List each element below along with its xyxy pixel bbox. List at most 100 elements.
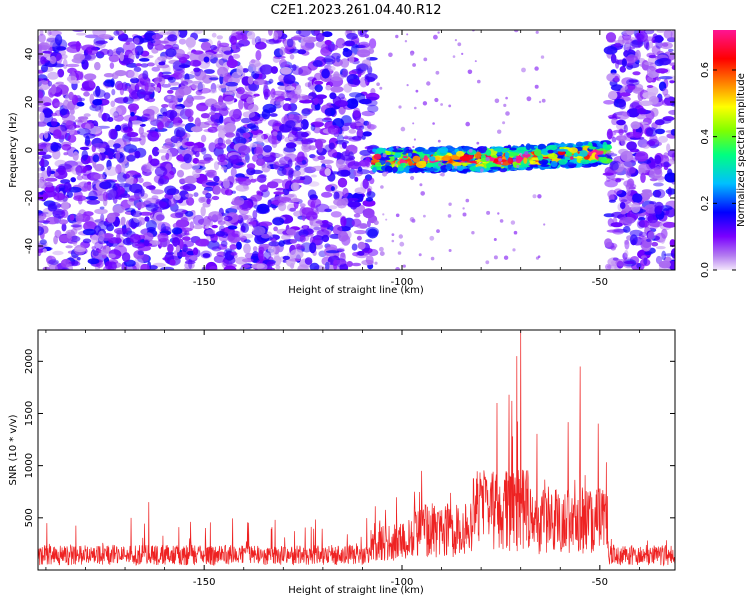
spectrogram-cell bbox=[489, 166, 502, 170]
spectrogram-cell bbox=[358, 159, 370, 167]
spectrogram-cell bbox=[276, 160, 287, 167]
spectrogram-cell bbox=[112, 205, 126, 214]
spectrogram-cell bbox=[510, 220, 516, 225]
spectrogram-cell bbox=[289, 207, 297, 212]
spectrogram-cell bbox=[287, 159, 293, 168]
spectrogram-cell bbox=[39, 191, 44, 195]
spectrogram-cell bbox=[217, 160, 228, 166]
spectrogram-cell bbox=[437, 139, 441, 143]
spectrogram-cell bbox=[376, 82, 380, 86]
spectrogram-cell bbox=[379, 246, 384, 252]
spectrogram-cell bbox=[242, 68, 249, 73]
spectrogram-cell bbox=[663, 30, 673, 39]
spectrogram-cell bbox=[97, 235, 105, 245]
spectrogram-cell bbox=[445, 163, 453, 170]
spectrogram-cell bbox=[57, 165, 66, 176]
spectrogram-cell bbox=[76, 257, 81, 261]
spectrogram-cell bbox=[205, 181, 219, 186]
spectrogram-cell bbox=[404, 40, 408, 43]
spectrogram-cell bbox=[154, 166, 168, 177]
spectrogram-cell bbox=[182, 73, 195, 80]
spectrogram-cell bbox=[613, 188, 623, 195]
spectrogram-cell bbox=[301, 175, 313, 185]
spectrogram-cell bbox=[50, 144, 61, 152]
spectrogram-cell bbox=[323, 117, 332, 121]
spectrogram-cell bbox=[62, 58, 68, 70]
spectrogram-cell bbox=[140, 63, 149, 68]
spectrogram-cell bbox=[270, 66, 278, 74]
spectrogram-cell bbox=[298, 229, 309, 237]
spectrogram-cell bbox=[180, 81, 189, 86]
spectrogram-cell bbox=[556, 148, 569, 152]
spectrogram-cell bbox=[301, 207, 314, 216]
spectrogram-cell bbox=[292, 244, 306, 250]
snr-x-tick-label: -150 bbox=[193, 577, 216, 588]
spectrogram-cell bbox=[321, 220, 329, 224]
spectrogram-cell bbox=[232, 53, 241, 59]
spectrogram-cell bbox=[342, 187, 349, 198]
spectrogram-cell bbox=[524, 151, 529, 155]
spectrogram-cell bbox=[575, 141, 584, 147]
spectrogram-cell bbox=[257, 249, 264, 261]
spectrogram-cell bbox=[61, 223, 67, 232]
spectrogram-cell bbox=[138, 126, 144, 135]
spectrogram-cell bbox=[127, 70, 139, 79]
spectrogram-cell bbox=[568, 147, 578, 153]
spectrogram-cell bbox=[430, 256, 435, 261]
spectrogram-cell bbox=[141, 254, 149, 262]
spectrogram-cell bbox=[441, 167, 448, 173]
spectrogram-cell bbox=[513, 230, 518, 235]
spectrogram-cell bbox=[69, 80, 80, 84]
spectrogram-cell bbox=[238, 230, 244, 238]
spectrogram-cell bbox=[558, 159, 568, 165]
spectrogram-cell bbox=[157, 232, 169, 243]
spectrogram-cell bbox=[108, 54, 120, 63]
spectrogram-cell bbox=[224, 91, 234, 95]
spectrogram-cell bbox=[184, 141, 195, 147]
spectrogram-cell bbox=[246, 163, 256, 170]
spectrogram-cell bbox=[127, 103, 140, 111]
spectrogram-cell bbox=[139, 211, 153, 216]
spectrogram-cell bbox=[211, 32, 217, 38]
spectrogram-cell bbox=[359, 76, 368, 88]
spectrogram-cell bbox=[192, 247, 199, 256]
spectrogram-cell bbox=[98, 230, 105, 242]
spectrogram-cell bbox=[137, 250, 145, 256]
spectrogram-cell bbox=[54, 159, 67, 168]
spectrogram-cell bbox=[178, 56, 188, 64]
spectrogram-cell bbox=[370, 159, 379, 163]
spectrogram-cell bbox=[213, 255, 225, 264]
spectrogram-cell bbox=[85, 196, 99, 200]
spectrogram-cell bbox=[41, 64, 48, 73]
spectrogram-cell bbox=[157, 178, 164, 186]
spectrogram-cell bbox=[378, 157, 391, 161]
spectrogram-cell bbox=[537, 194, 542, 199]
spectrogram-cell bbox=[668, 109, 675, 115]
spectrogram-cell bbox=[224, 122, 236, 133]
spectrogram-cell bbox=[297, 264, 309, 270]
spectrogram-cell bbox=[654, 119, 665, 126]
spectrogram-cell bbox=[493, 158, 499, 163]
spectrogram-cell bbox=[294, 131, 308, 140]
spectrogram-cell bbox=[352, 135, 362, 141]
spectrogram-cell bbox=[440, 172, 445, 177]
spectrogram-cell bbox=[61, 114, 76, 122]
spectrogram-cell bbox=[646, 85, 654, 88]
spectrogram-cell bbox=[498, 157, 503, 162]
spectrogram-cell bbox=[217, 66, 229, 77]
spectrogram-cell bbox=[100, 249, 109, 256]
spectrogram-cell bbox=[367, 104, 379, 113]
spectrogram-cell bbox=[161, 84, 171, 88]
spectrogram-cell bbox=[336, 152, 342, 159]
spectrogram-cell bbox=[603, 100, 615, 105]
spectrogram-cell bbox=[628, 79, 639, 83]
spectrogram-cell bbox=[290, 182, 300, 191]
spectrogram-cell bbox=[448, 202, 452, 206]
spectrogram-cell bbox=[358, 196, 364, 203]
spectrogram-cell bbox=[278, 196, 290, 203]
spectrogram-cell bbox=[638, 100, 653, 107]
spectrogram-cell bbox=[208, 112, 216, 116]
spectrogram-cell bbox=[111, 88, 116, 96]
spectrogram-cell bbox=[367, 228, 378, 239]
spectrogram-cell bbox=[83, 73, 97, 81]
